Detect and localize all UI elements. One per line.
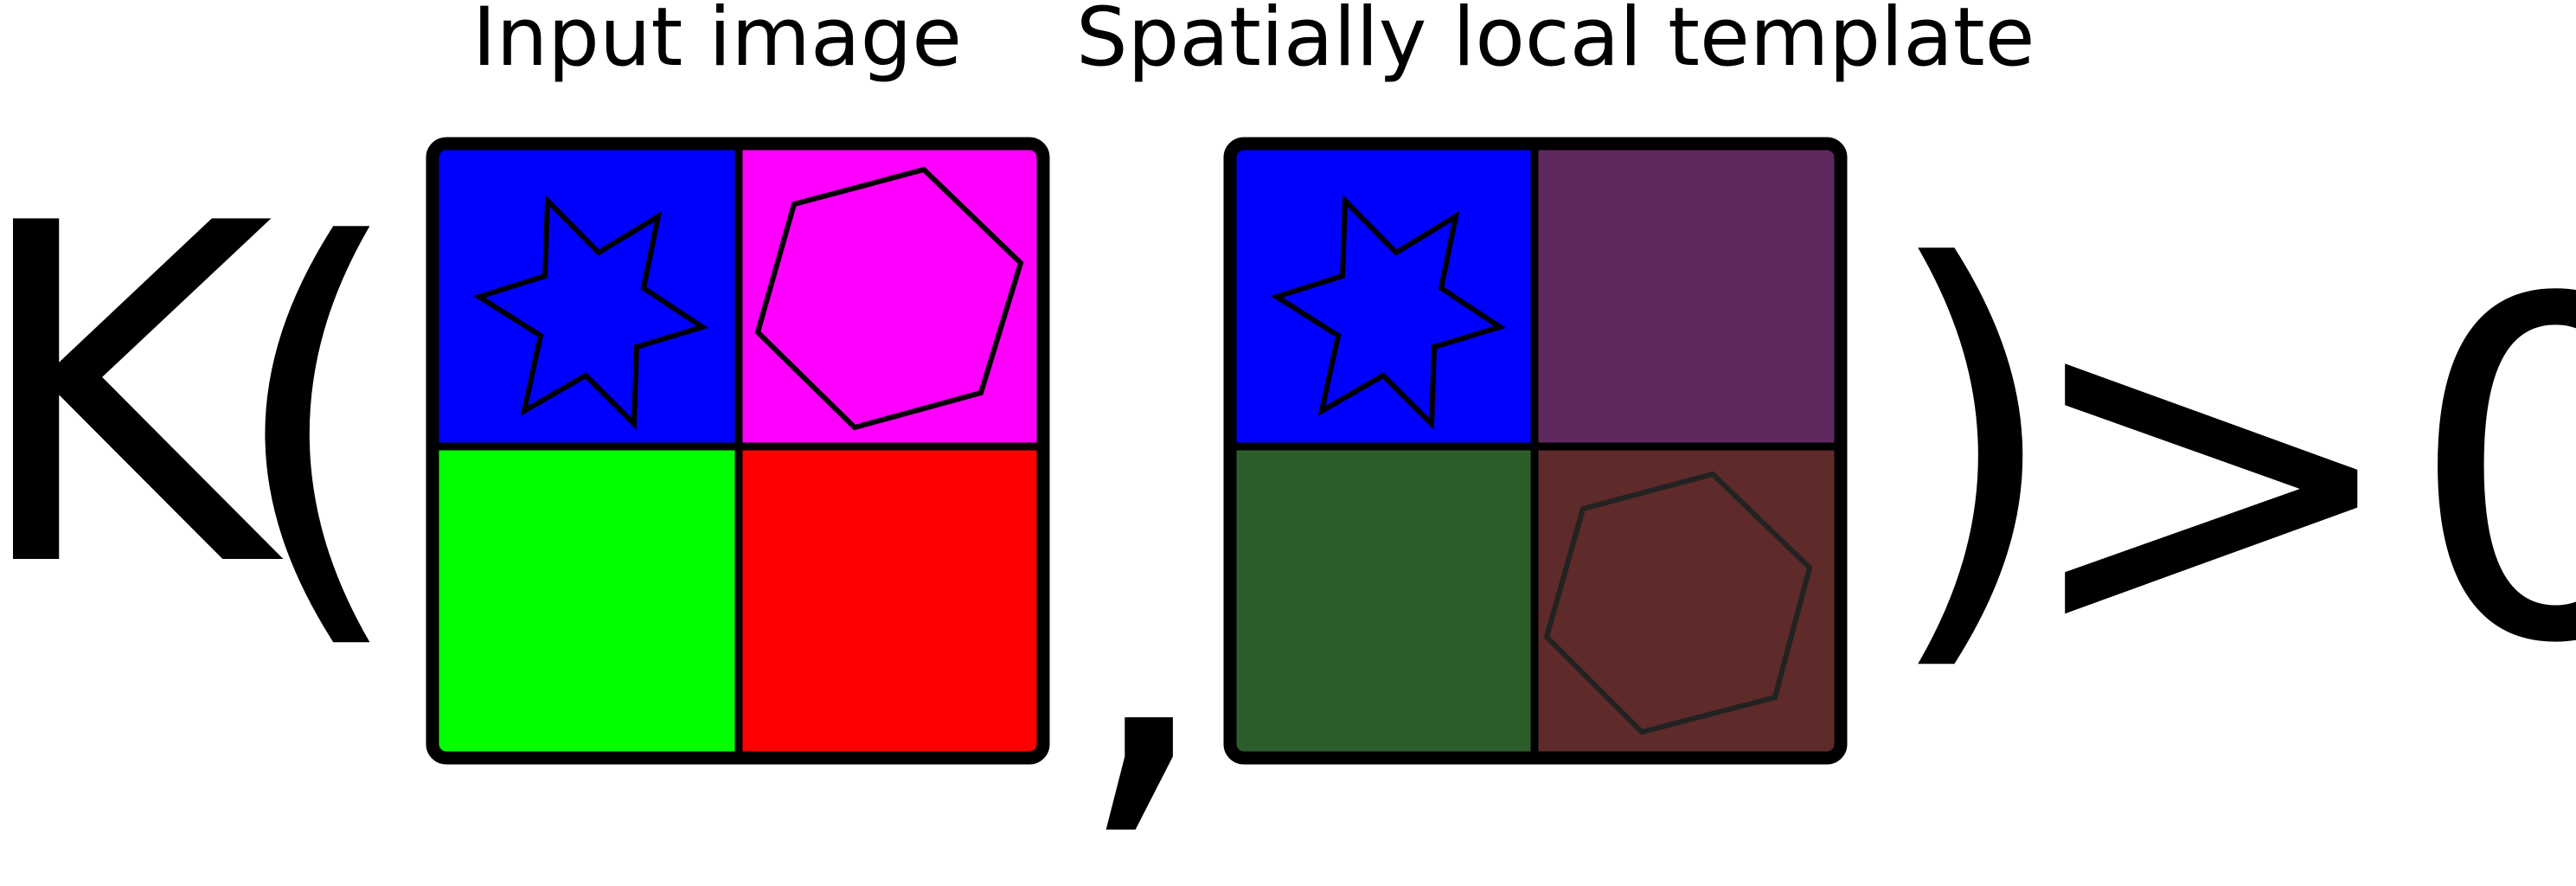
input-cell-bottom-left	[434, 446, 739, 756]
greater-than-zero: >0	[2015, 202, 2576, 746]
open-parenthesis: (	[225, 148, 407, 691]
template-cell-bottom-left	[1232, 446, 1535, 756]
hexagon-shape	[1543, 471, 1813, 735]
hexagon-shape	[754, 166, 1024, 431]
kernel-diagram	[426, 137, 1848, 765]
template-image-grid	[1223, 137, 1848, 765]
kernel-function-symbol: K	[0, 126, 274, 670]
star-shape	[1270, 194, 1506, 431]
template-cell-bottom-right	[1535, 446, 1839, 756]
close-parenthesis: )	[1881, 170, 2063, 713]
input-cell-bottom-right	[739, 446, 1041, 756]
input-image-grid	[426, 137, 1050, 765]
input-image-caption: Input image	[472, 0, 963, 85]
template-cell-top-right	[1535, 145, 1839, 446]
input-cell-top-right	[739, 145, 1041, 446]
template-caption: Spatially local template	[1076, 0, 2035, 85]
star-shape	[472, 194, 708, 431]
